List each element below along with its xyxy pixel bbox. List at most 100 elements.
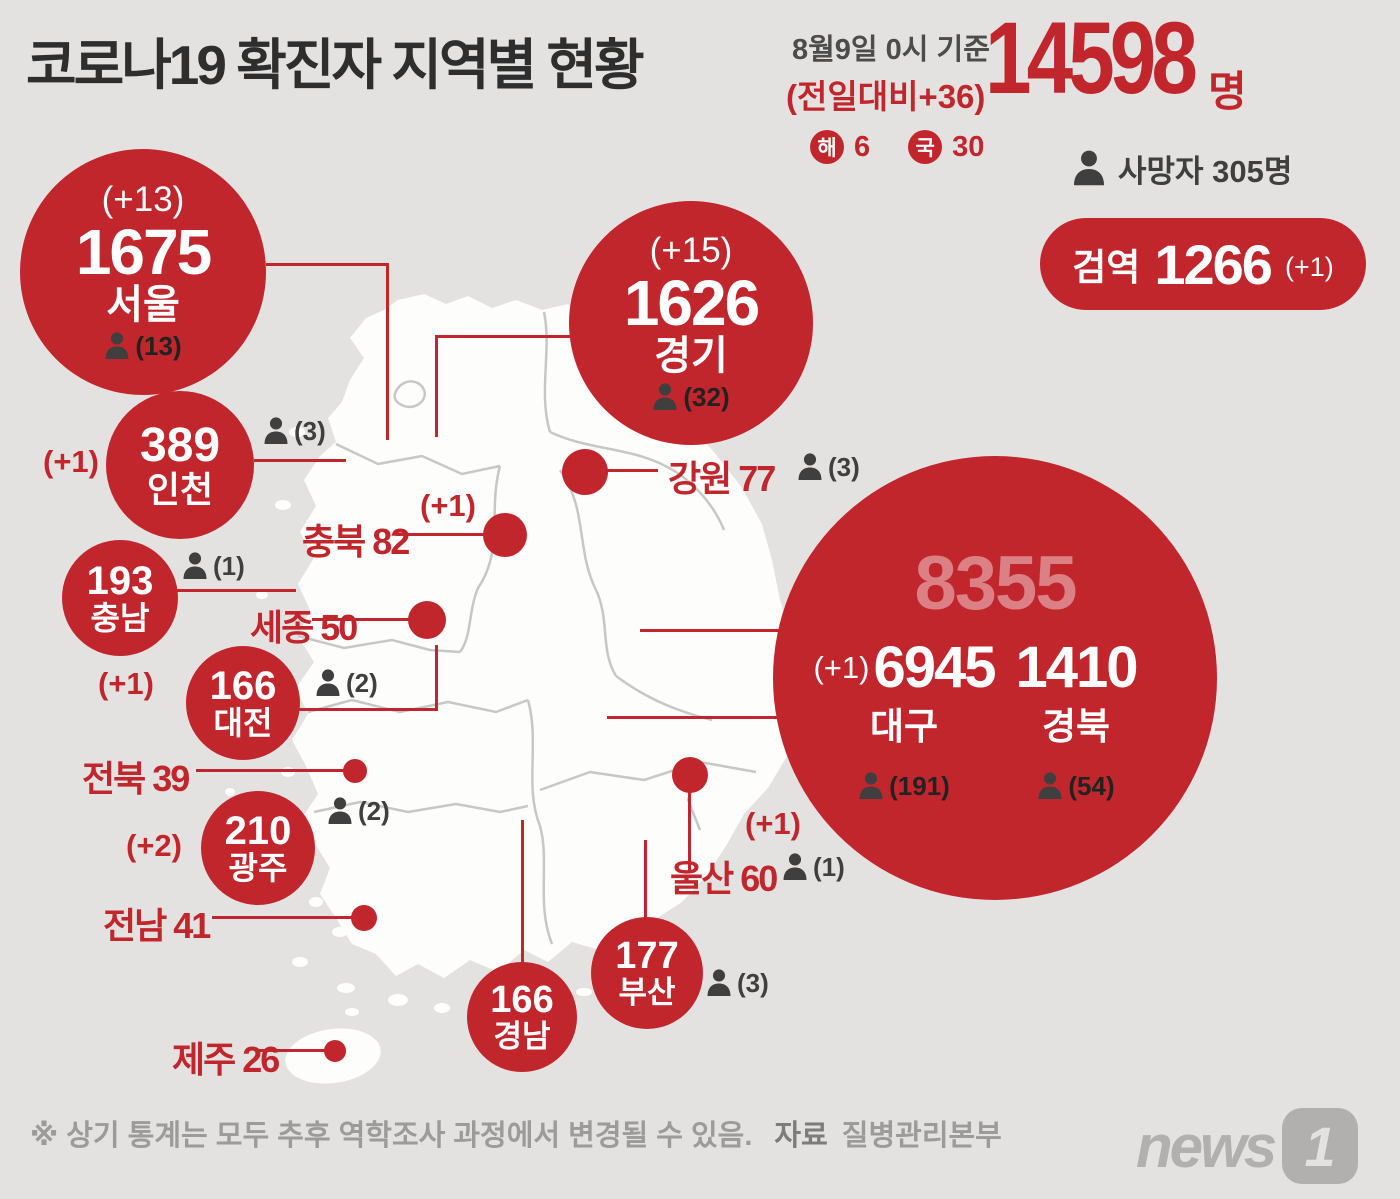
dot-ulsan bbox=[672, 757, 708, 793]
daejeon-delta: (+1) bbox=[98, 666, 154, 701]
region-bubble-chungnam: 193 충남 bbox=[62, 540, 178, 656]
chungnam-deaths-count: (1) bbox=[213, 551, 245, 581]
person-icon bbox=[316, 669, 340, 696]
seoul-name: 서울 bbox=[106, 283, 180, 328]
leader-line-chungbuk bbox=[396, 533, 486, 536]
leader-line-daejeon bbox=[298, 708, 438, 711]
chungbuk-delta: (+1) bbox=[420, 488, 476, 523]
busan-value: 177 bbox=[615, 935, 679, 978]
news1-logo-badge: 1 bbox=[1282, 1108, 1359, 1184]
region-bubble-incheon: 389 인천 bbox=[106, 391, 254, 539]
sejong-label: 세종 50 bbox=[250, 607, 358, 648]
total-deaths: 사망자 305명 bbox=[1072, 146, 1292, 191]
region-bubble-gwangju: 210 광주 bbox=[201, 791, 315, 905]
gangwon-label: 강원 77 bbox=[668, 458, 776, 499]
news1-logo: news 1 bbox=[1136, 1108, 1359, 1184]
daejeon-deaths: (2) bbox=[315, 668, 378, 699]
gyeongbuk-value: 1410 bbox=[1015, 635, 1138, 700]
leader-line-busan bbox=[644, 840, 647, 920]
incheon-deaths-count: (3) bbox=[294, 416, 326, 446]
person-icon bbox=[1038, 772, 1062, 799]
leader-line-incheon bbox=[254, 459, 346, 462]
chungnam-name: 충남 bbox=[90, 600, 150, 637]
dot-jeonbuk bbox=[343, 759, 367, 783]
gyeongnam-name: 경남 bbox=[493, 1018, 551, 1054]
leader-line-gyeonggi bbox=[437, 335, 572, 338]
person-icon bbox=[105, 332, 129, 359]
inflow-badges: 해 6 국 30 bbox=[810, 130, 1012, 164]
quarantine-box: 검역 1266 (+1) bbox=[1040, 218, 1366, 310]
gyeongbuk-deaths: (54) bbox=[1037, 770, 1115, 802]
seoul-delta: (+13) bbox=[101, 180, 185, 220]
leader-line-daejeon-v bbox=[435, 645, 438, 711]
person-icon bbox=[798, 453, 822, 480]
quarantine-delta: (+1) bbox=[1284, 251, 1334, 282]
leader-line-sejong bbox=[312, 618, 410, 621]
region-bubble-busan: 177 부산 bbox=[591, 917, 703, 1029]
gyeongbuk-column: 1410 경북 (54) bbox=[1001, 635, 1151, 802]
leader-line-jeonnam bbox=[212, 916, 354, 919]
quarantine-label: 검역 bbox=[1072, 247, 1141, 288]
incheon-deaths: (3) bbox=[263, 416, 326, 447]
daegu-deaths-count: (191) bbox=[889, 770, 950, 801]
seoul-deaths: (13) bbox=[104, 330, 182, 362]
jeonbuk-label: 전북 39 bbox=[82, 758, 190, 799]
incheon-name: 인천 bbox=[146, 469, 214, 511]
as-of-date: 8월9일 0시 기준 bbox=[792, 34, 990, 66]
region-bubble-daejeon: 166 대전 bbox=[186, 646, 300, 760]
leader-line-chungnam bbox=[176, 589, 296, 592]
province-borders bbox=[297, 311, 757, 945]
chungnam-value: 193 bbox=[86, 558, 154, 603]
region-bubble-gyeongnam: 166 경남 bbox=[467, 962, 577, 1072]
total-confirmed: 14598 bbox=[985, 1, 1198, 115]
region-bubble-seoul: (+13) 1675 서울 (13) bbox=[20, 149, 266, 395]
gangwon-deaths-count: (3) bbox=[828, 452, 860, 482]
region-bubble-gyeonggi: (+15) 1626 경기 (32) bbox=[569, 201, 813, 445]
daegu-column: (+1) 6945 대구 (191) bbox=[809, 635, 999, 802]
source-label: 자료 bbox=[774, 1120, 828, 1152]
leader-line-seoul bbox=[266, 263, 388, 266]
daegu-gyeongbuk-total: 8355 bbox=[914, 541, 1077, 626]
incheon-delta: (+1) bbox=[43, 444, 99, 479]
person-icon bbox=[783, 853, 807, 880]
domestic-value: 30 bbox=[952, 130, 985, 163]
seoul-value: 1675 bbox=[75, 215, 212, 288]
daegu-name: 대구 bbox=[869, 706, 939, 748]
leader-line-jeonbuk bbox=[196, 769, 346, 772]
chungnam-deaths: (1) bbox=[182, 551, 245, 582]
daegu-delta: (+1) bbox=[813, 650, 870, 686]
daejeon-value: 166 bbox=[209, 663, 277, 708]
ulsan-deaths: (1) bbox=[782, 852, 845, 883]
dot-gangwon bbox=[562, 449, 608, 495]
incheon-value: 389 bbox=[139, 419, 221, 473]
gwangju-name: 광주 bbox=[228, 850, 288, 887]
gyeongnam-value: 166 bbox=[490, 979, 554, 1022]
daegu-value: 6945 bbox=[873, 635, 996, 700]
dot-jeonnam bbox=[351, 905, 377, 931]
news1-logo-digit: 1 bbox=[1304, 1114, 1336, 1178]
gyeonggi-value: 1626 bbox=[623, 266, 760, 339]
ulsan-label: 울산 60 bbox=[670, 858, 778, 899]
person-icon bbox=[183, 552, 207, 579]
source-name: 질병관리본부 bbox=[841, 1120, 1002, 1152]
daily-change: (전일대비+36) bbox=[786, 78, 986, 115]
seoul-deaths-count: (13) bbox=[135, 330, 182, 361]
gwangju-delta: (+2) bbox=[126, 828, 182, 863]
dot-chungbuk bbox=[483, 513, 527, 557]
gyeongbuk-deaths-count: (54) bbox=[1068, 770, 1115, 801]
dot-sejong bbox=[408, 601, 446, 639]
busan-deaths: (3) bbox=[706, 968, 769, 999]
gyeonggi-deaths-count: (32) bbox=[683, 381, 730, 412]
person-icon bbox=[328, 797, 352, 824]
overseas-badge: 해 bbox=[810, 130, 844, 164]
leader-line-seoul-v bbox=[386, 263, 389, 440]
region-bubble-daegu-gyeongbuk: 8355 (+1) 6945 대구 (191) 1410 경북 (54) bbox=[773, 456, 1217, 900]
gyeonggi-name: 경기 bbox=[654, 334, 728, 379]
daejeon-name: 대전 bbox=[213, 705, 273, 742]
daejeon-deaths-count: (2) bbox=[346, 668, 378, 698]
korea-mainland bbox=[292, 294, 812, 978]
person-icon bbox=[859, 772, 883, 799]
person-icon bbox=[264, 417, 288, 444]
jeonnam-label: 전남 41 bbox=[103, 905, 211, 946]
